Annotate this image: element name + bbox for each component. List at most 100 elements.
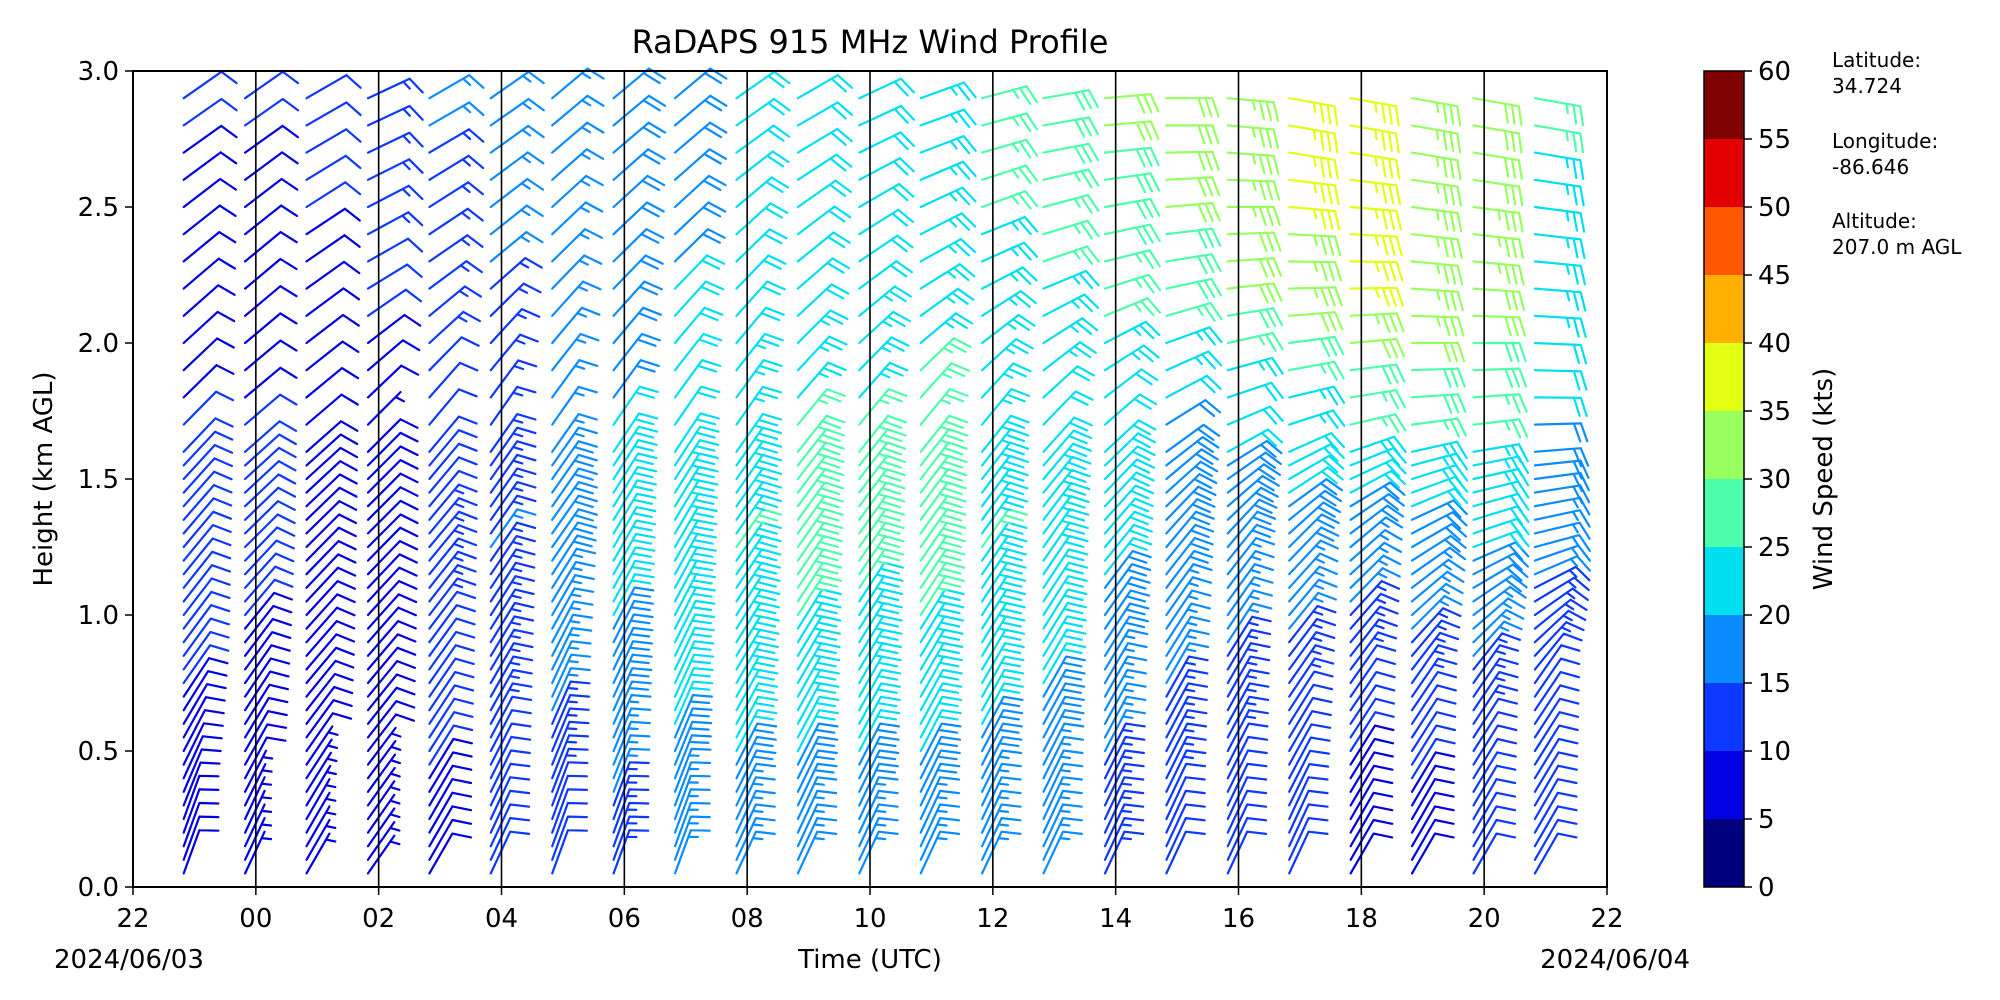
wind-barb <box>1288 657 1335 698</box>
wind-barb <box>1410 499 1468 521</box>
y-axis-label: Height (km AGL) <box>29 371 59 586</box>
wind-barb <box>673 306 724 345</box>
wind-barb <box>1349 205 1402 231</box>
wind-barb <box>919 776 961 821</box>
wind-barb <box>919 830 961 875</box>
wind-barb <box>366 726 402 766</box>
wind-barb <box>612 667 653 712</box>
wind-barb <box>673 707 713 753</box>
wind-barb <box>489 440 537 481</box>
wind-barb <box>796 830 838 875</box>
wind-barb <box>796 257 850 290</box>
wind-barb <box>919 312 974 345</box>
wind-barb <box>366 633 417 671</box>
x-tick-label: 14 <box>1099 904 1132 934</box>
wind-barb <box>305 340 360 372</box>
wind-barb <box>612 479 657 521</box>
wind-barb <box>1410 511 1468 535</box>
wind-barb <box>919 468 968 508</box>
wind-barb <box>919 628 964 671</box>
wind-barb <box>1533 791 1578 834</box>
wind-barb <box>305 181 362 209</box>
wind-barb <box>673 734 712 780</box>
wind-barb <box>366 593 418 630</box>
wind-barb <box>1349 791 1394 834</box>
wind-barb <box>1288 618 1336 657</box>
wind-barb <box>1533 233 1586 260</box>
wind-barb <box>551 788 588 834</box>
wind-barb <box>305 580 356 617</box>
wind-barb <box>1533 341 1588 365</box>
wind-barb <box>428 657 475 698</box>
wind-barb <box>428 550 477 589</box>
wind-barb <box>1288 789 1329 834</box>
wind-barb <box>1533 805 1578 848</box>
colorbar-tick-label: 5 <box>1758 805 1775 835</box>
wind-barb <box>305 646 355 685</box>
wind-barb <box>489 231 544 263</box>
wind-barb <box>244 670 290 712</box>
wind-barb <box>1165 735 1207 780</box>
wind-barb <box>182 337 235 372</box>
wind-barb <box>919 535 966 576</box>
wind-barb <box>305 672 354 712</box>
wind-barb <box>182 510 232 549</box>
wind-barb <box>1288 565 1338 603</box>
y-tick-label: 3.0 <box>78 57 119 87</box>
wind-barb <box>981 762 1022 807</box>
wind-barb <box>919 263 976 290</box>
y-tick-label: 1.5 <box>78 465 119 495</box>
wind-barb <box>366 766 401 807</box>
wind-barb <box>796 561 843 603</box>
colorbar-segment <box>1704 275 1744 343</box>
wind-barb <box>1226 178 1281 201</box>
wind-barb <box>981 313 1036 345</box>
wind-barb <box>858 208 914 236</box>
wind-barb <box>489 508 537 549</box>
wind-barb <box>1226 735 1269 780</box>
wind-barb <box>1103 817 1145 861</box>
wind-barb <box>366 131 424 154</box>
wind-barb <box>796 521 844 562</box>
wind-barb <box>1226 830 1268 875</box>
wind-barb <box>244 710 288 753</box>
wind-barb <box>1472 791 1517 834</box>
wind-barb <box>735 628 780 671</box>
wind-barb <box>612 626 654 671</box>
wind-barb <box>551 359 599 399</box>
wind-barb <box>489 803 531 848</box>
wind-barb <box>1165 655 1209 698</box>
wind-barb <box>735 280 786 317</box>
wind-barb <box>489 789 531 834</box>
wind-barb <box>428 604 476 644</box>
start-date-label: 2024/06/03 <box>54 945 204 975</box>
wind-barb <box>796 74 853 100</box>
wind-barb <box>244 231 298 263</box>
wind-barb <box>366 486 419 521</box>
wind-barb <box>1226 151 1280 176</box>
wind-barb <box>919 548 966 589</box>
wind-barb <box>305 420 359 453</box>
wind-barb <box>1533 178 1585 207</box>
wind-barb <box>1410 367 1466 388</box>
wind-barb <box>796 817 838 861</box>
wind-barb <box>981 215 1039 236</box>
wind-barb <box>305 234 361 263</box>
wind-barb <box>1165 576 1212 617</box>
colorbar-tick-label: 0 <box>1758 873 1775 903</box>
wind-barb <box>489 535 536 576</box>
wind-barb <box>244 539 295 576</box>
wind-barb <box>1226 463 1281 494</box>
wind-barb <box>1349 363 1406 385</box>
wind-barb <box>1472 671 1519 712</box>
wind-barb <box>981 830 1022 875</box>
wind-barb <box>1533 818 1578 861</box>
wind-barb <box>1103 419 1157 453</box>
wind-barb <box>1103 615 1149 657</box>
wind-barb <box>1349 592 1400 630</box>
wind-barb <box>1472 151 1523 180</box>
x-tick-label: 12 <box>976 904 1009 934</box>
wind-barb <box>673 532 718 576</box>
wind-barb <box>612 747 651 793</box>
wind-barb <box>1042 245 1100 265</box>
